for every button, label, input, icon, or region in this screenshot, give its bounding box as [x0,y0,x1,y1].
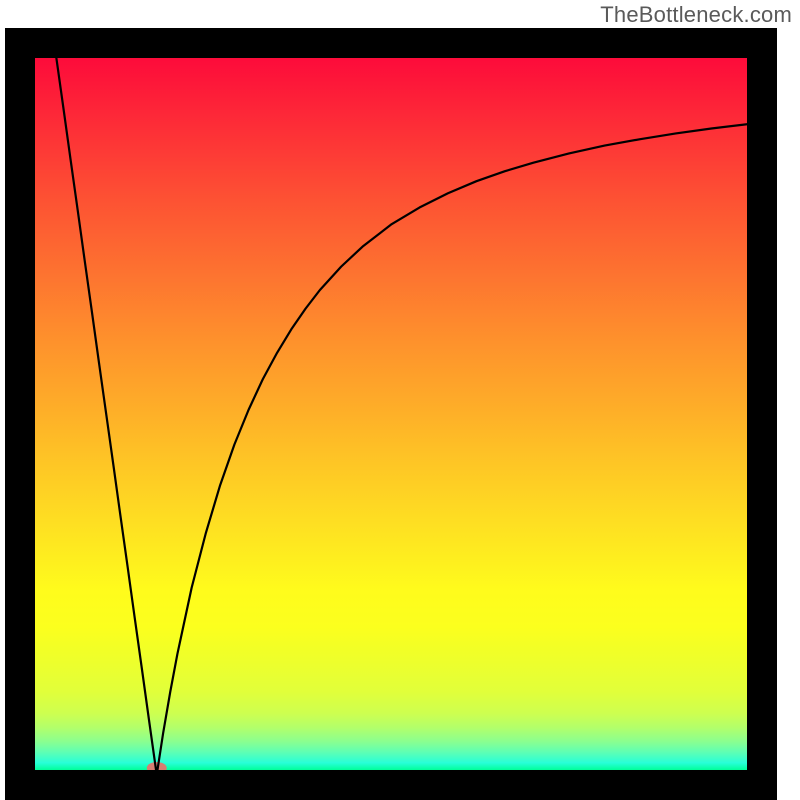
plot-frame [5,28,777,800]
bottleneck-curve [35,58,747,770]
watermark-text: TheBottleneck.com [600,2,792,28]
chart-container: { "watermark": { "text": "TheBottleneck.… [0,0,800,800]
curve-path [56,58,747,770]
plot-area [35,58,747,770]
